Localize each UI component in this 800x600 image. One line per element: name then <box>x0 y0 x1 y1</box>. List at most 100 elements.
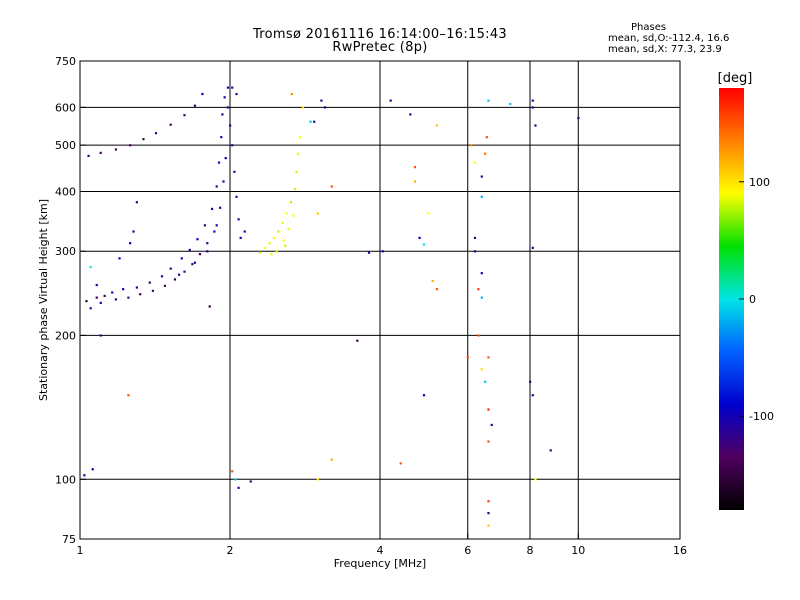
data-point <box>223 96 226 99</box>
data-point <box>127 296 130 299</box>
phases-o-stats: mean, sd,O:-112.4, 16.6 <box>608 33 730 44</box>
data-point <box>151 289 155 292</box>
phases-x-stats: mean, sd,X: 77.3, 23.9 <box>608 44 722 55</box>
data-point <box>213 230 216 233</box>
y-tick-label: 500 <box>55 139 76 152</box>
data-point <box>356 339 359 342</box>
chart-subtitle: RwPretec (8p) <box>332 40 428 55</box>
data-point <box>268 242 271 245</box>
data-point <box>509 102 512 106</box>
data-point <box>129 144 132 147</box>
colorbar-tick-label: 100 <box>749 176 770 189</box>
x-tick-label: 2 <box>227 544 234 557</box>
data-point <box>320 99 323 102</box>
data-point <box>135 201 138 204</box>
data-point <box>487 99 490 102</box>
data-point <box>83 474 86 477</box>
data-point <box>198 253 202 256</box>
data-point <box>470 144 473 147</box>
data-point <box>277 230 280 233</box>
colorbar: [deg] 100 0 -100 <box>718 71 774 510</box>
data-point <box>480 272 483 275</box>
data-point <box>183 114 186 117</box>
data-point <box>313 120 316 123</box>
data-point <box>275 250 278 253</box>
data-point <box>219 206 222 209</box>
data-point <box>270 253 273 256</box>
data-point <box>477 288 480 291</box>
x-tick-label: 6 <box>464 544 471 557</box>
data-point <box>487 440 490 443</box>
data-point <box>249 480 252 483</box>
data-point <box>399 462 402 465</box>
data-point <box>114 148 118 151</box>
data-point <box>163 284 167 287</box>
data-point <box>193 104 197 107</box>
data-point <box>99 301 102 304</box>
data-point <box>292 214 295 217</box>
data-point <box>233 170 236 173</box>
y-axis-ticks: 75 100 200 300 400 500 600 750 <box>55 55 86 546</box>
data-point <box>154 132 158 135</box>
data-point <box>487 512 490 515</box>
data-point <box>215 224 218 227</box>
data-point <box>243 230 246 233</box>
phases-title: Phases <box>631 22 667 33</box>
data-point <box>480 195 483 198</box>
data-point <box>309 120 312 123</box>
data-point <box>226 106 230 109</box>
data-point <box>206 250 209 253</box>
y-tick-label: 400 <box>55 185 76 198</box>
data-point <box>531 99 534 102</box>
data-point <box>480 296 483 299</box>
data-point <box>531 246 534 249</box>
y-tick-label: 200 <box>55 329 76 342</box>
data-point <box>99 151 102 154</box>
data-point <box>330 458 333 461</box>
data-point <box>114 298 118 301</box>
data-point <box>290 92 293 96</box>
data-point <box>142 138 145 141</box>
data-point <box>183 270 186 273</box>
data-point <box>235 195 238 198</box>
data-point <box>135 286 138 289</box>
data-point <box>129 242 132 245</box>
data-point <box>487 408 490 411</box>
colorbar-tick-label: -100 <box>749 410 774 423</box>
colorbar-tick-label: 0 <box>749 293 756 306</box>
data-point <box>534 478 537 481</box>
data-point <box>196 238 199 241</box>
data-point <box>263 246 267 249</box>
data-point <box>282 239 285 242</box>
data-point <box>490 423 493 427</box>
data-point <box>235 92 238 96</box>
data-point <box>220 136 223 139</box>
data-point <box>191 263 194 266</box>
x-axis-ticks: 1 2 4 6 8 10 16 <box>77 533 687 557</box>
data-point <box>435 288 438 291</box>
data-point <box>224 157 227 160</box>
y-tick-label: 600 <box>55 101 76 114</box>
data-point <box>231 470 234 473</box>
data-point <box>287 227 290 231</box>
chart-title: Tromsø 20161116 16:14:00–16:15:43 <box>252 27 508 42</box>
x-axis-label: Frequency [MHz] <box>334 557 426 570</box>
data-point <box>316 478 319 481</box>
data-point <box>215 185 218 188</box>
data-point <box>422 243 426 246</box>
data-point <box>473 236 477 240</box>
data-point <box>484 380 487 383</box>
data-point <box>549 449 552 452</box>
data-point <box>188 248 191 252</box>
data-point <box>466 356 469 359</box>
data-point <box>203 224 206 227</box>
data-point <box>281 221 284 225</box>
data-point <box>298 136 301 139</box>
data-point <box>89 307 92 310</box>
data-point <box>237 218 240 221</box>
x-tick-label: 1 <box>77 544 84 557</box>
data-points <box>83 86 580 527</box>
data-point <box>435 124 438 127</box>
data-point <box>177 273 181 276</box>
data-point <box>534 124 537 127</box>
